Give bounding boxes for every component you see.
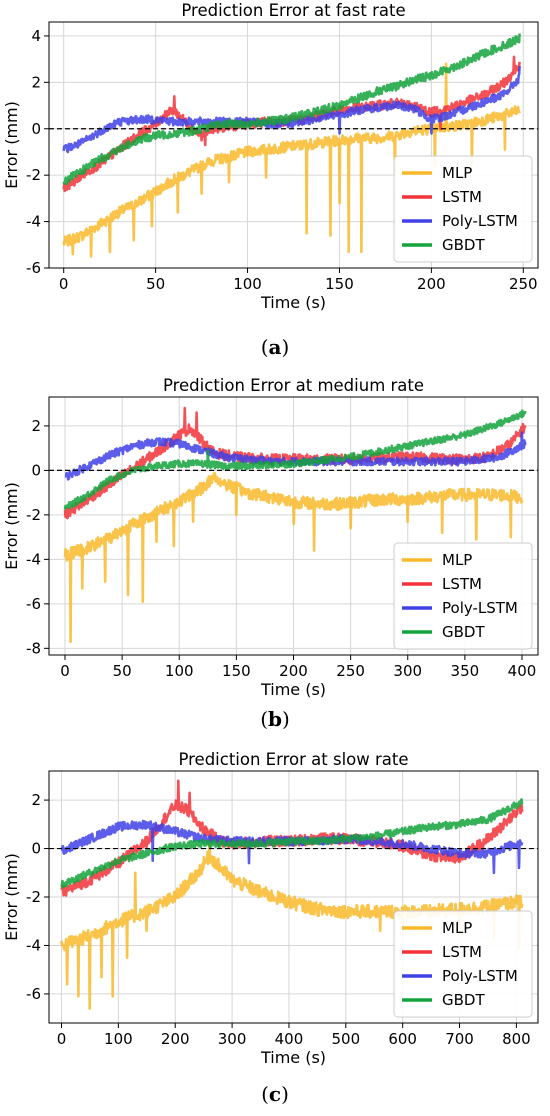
legend-box — [393, 910, 533, 1018]
y-tick-label: 0 — [31, 461, 41, 479]
y-axis-label: Error (mm) — [2, 101, 21, 189]
y-axis-label: Error (mm) — [2, 482, 21, 570]
series-line-gbdt — [63, 409, 527, 510]
legend-box — [393, 155, 533, 263]
y-tick-label: 0 — [31, 840, 41, 858]
legend-label-gbdt: GBDT — [442, 991, 485, 1009]
caption-b: (b) — [0, 707, 550, 731]
y-tick-label: -2 — [26, 506, 41, 524]
caption-c-close: ) — [281, 1082, 289, 1106]
x-tick-label: 300 — [393, 662, 422, 680]
x-tick-label: 250 — [336, 662, 365, 680]
legend-label-mlp: MLP — [442, 919, 472, 937]
y-tick-label: -4 — [26, 936, 41, 954]
x-tick-label: 200 — [279, 662, 308, 680]
x-tick-label: 700 — [445, 1030, 474, 1048]
y-tick-label: -4 — [26, 213, 41, 231]
legend-label-mlp: MLP — [442, 551, 472, 569]
legend-label-lstm: LSTM — [442, 943, 482, 961]
chart-title: Prediction Error at fast rate — [181, 1, 405, 20]
x-tick-label: 200 — [417, 275, 446, 293]
plot-frame — [48, 396, 539, 656]
x-tick-label: 350 — [451, 662, 480, 680]
x-tick-label: 50 — [146, 275, 165, 293]
caption-a-letter: a — [268, 335, 282, 359]
legend-label-gbdt: GBDT — [442, 236, 485, 254]
series-line-mlp — [62, 62, 521, 258]
y-axis-label: Error (mm) — [2, 853, 21, 941]
series-line-poly-lstm — [64, 431, 527, 481]
x-tick-label: 150 — [222, 662, 251, 680]
legend-label-poly-lstm: Poly-LSTM — [442, 599, 518, 617]
legend-label-lstm: LSTM — [442, 188, 482, 206]
x-axis-label: Time (s) — [260, 1048, 326, 1067]
x-tick-label: 0 — [57, 1030, 67, 1048]
series-group — [63, 406, 527, 644]
chart-title: Prediction Error at medium rate — [163, 376, 424, 395]
caption-c-open: ( — [261, 1082, 269, 1106]
y-tick-label: -4 — [26, 550, 41, 568]
chart-panel-1: 0 50 100 150 200 250 300 350 400 -8 -6 -4 -2 0 2 Predic… — [2, 376, 539, 699]
series-line-mlp — [63, 472, 524, 644]
chart-panel-0: 0 50 100 150 200 250 -6 -4 -2 0 2 4 Prediction Error… — [2, 1, 539, 312]
y-tick-label: -6 — [26, 259, 41, 277]
y-tick-label: -2 — [26, 888, 41, 906]
x-tick-label: 800 — [502, 1030, 531, 1048]
caption-c-letter: c — [268, 1082, 282, 1106]
series-line-poly-lstm — [62, 66, 521, 154]
plot-frame — [48, 770, 539, 1024]
x-axis-label: Time (s) — [260, 680, 326, 699]
x-tick-label: 100 — [104, 1030, 133, 1048]
x-axis-label: Time (s) — [260, 293, 326, 312]
x-tick-label: 150 — [325, 275, 354, 293]
y-tick-label: -6 — [26, 595, 41, 613]
caption-b-close: ) — [281, 707, 290, 731]
x-tick-label: 500 — [331, 1030, 360, 1048]
series-group — [62, 33, 521, 258]
x-tick-label: 100 — [165, 662, 194, 680]
caption-a: (a) — [0, 335, 550, 359]
x-tick-label: 200 — [161, 1030, 190, 1048]
y-tick-label: 0 — [31, 120, 41, 138]
caption-b-letter: b — [268, 707, 282, 731]
x-tick-label: 400 — [508, 662, 537, 680]
legend-label-mlp: MLP — [442, 164, 472, 182]
caption-b-open: ( — [260, 707, 268, 731]
y-tick-label: 2 — [31, 73, 41, 91]
legend: MLP LSTM Poly-LSTM GBDT — [393, 155, 533, 263]
y-tick-label: 2 — [31, 791, 41, 809]
y-tick-label: 2 — [31, 417, 41, 435]
x-tick-label: 50 — [113, 662, 132, 680]
x-tick-label: 0 — [60, 662, 70, 680]
series-line-gbdt — [62, 33, 521, 186]
y-tick-label: -8 — [26, 639, 41, 657]
legend-label-poly-lstm: Poly-LSTM — [442, 967, 518, 985]
legend-label-lstm: LSTM — [442, 575, 482, 593]
legend: MLP LSTM Poly-LSTM GBDT — [393, 542, 533, 650]
legend-label-gbdt: GBDT — [442, 623, 485, 641]
y-tick-label: -2 — [26, 166, 41, 184]
caption-a-open: ( — [260, 335, 269, 359]
y-tick-label: -6 — [26, 985, 41, 1003]
x-tick-label: 250 — [509, 275, 538, 293]
x-tick-label: 100 — [233, 275, 262, 293]
legend-label-poly-lstm: Poly-LSTM — [442, 212, 518, 230]
legend: MLP LSTM Poly-LSTM GBDT — [393, 910, 533, 1018]
chart-title: Prediction Error at slow rate — [178, 750, 408, 769]
series-line-gbdt — [60, 798, 524, 889]
caption-c: (c) — [0, 1082, 550, 1106]
x-tick-label: 0 — [59, 275, 69, 293]
plot-frame — [48, 21, 539, 269]
x-tick-label: 600 — [388, 1030, 417, 1048]
x-tick-label: 300 — [218, 1030, 247, 1048]
y-tick-label: 4 — [31, 27, 41, 45]
x-tick-label: 400 — [275, 1030, 304, 1048]
chart-panel-2: 0 100 200 300 400 500 600 700 800 -6 -4 -2 0 2 Predict… — [2, 750, 539, 1067]
caption-a-close: ) — [281, 335, 290, 359]
legend-box — [393, 542, 533, 650]
